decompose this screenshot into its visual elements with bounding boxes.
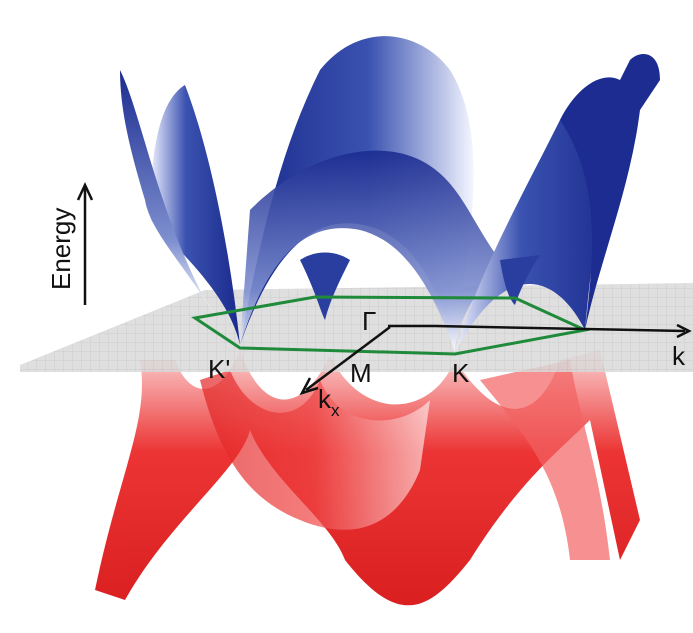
kx-sub: x [331, 401, 340, 420]
m-label: M [350, 358, 372, 388]
kx-main: k [318, 384, 332, 414]
ky-label: k [672, 341, 686, 371]
k-label: K [452, 358, 470, 388]
kx-label: kx [318, 384, 340, 420]
valence-band [95, 350, 640, 606]
gamma-label: Γ [362, 306, 376, 336]
energy-label: Energy [46, 208, 76, 290]
k-prime-label: K' [208, 354, 230, 384]
k-plane [20, 283, 693, 372]
k-axes [76, 182, 692, 396]
conduction-band [120, 36, 660, 352]
